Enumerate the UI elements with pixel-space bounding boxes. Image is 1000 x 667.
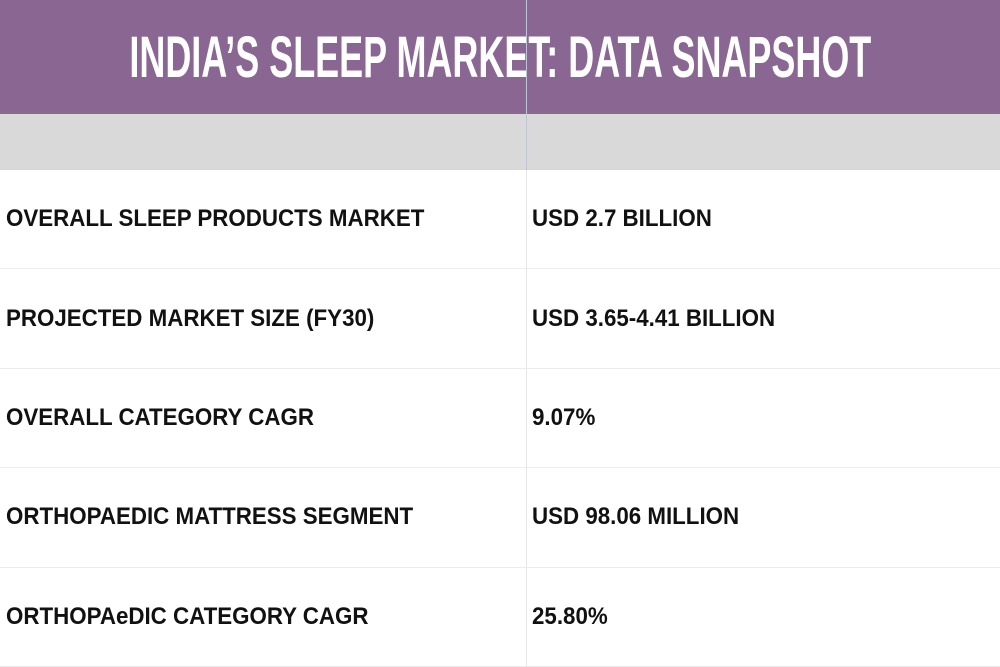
row-value: USD 3.65-4.41 BILLION: [532, 304, 776, 332]
row-value: USD 2.7 BILLION: [532, 205, 712, 233]
table-row: OVERALL SLEEP PRODUCTS MARKET USD 2.7 BI…: [0, 170, 1000, 270]
table-row: ORTHOPAEDIC MATTRESS SEGMENT USD 98.06 M…: [0, 468, 1000, 568]
guide-line: [526, 0, 527, 170]
row-label: PROJECTED MARKET SIZE (FY30): [6, 304, 375, 332]
row-label: ORTHOPAeDIC CATEGORY CAGR: [6, 602, 369, 630]
row-value: 9.07%: [532, 403, 596, 431]
data-table: OVERALL SLEEP PRODUCTS MARKET USD 2.7 BI…: [0, 170, 1000, 667]
table-row: OVERALL CATEGORY CAGR 9.07%: [0, 369, 1000, 469]
table-row: PROJECTED MARKET SIZE (FY30) USD 3.65-4.…: [0, 269, 1000, 369]
row-label: OVERALL CATEGORY CAGR: [6, 403, 314, 431]
header-band: [0, 114, 1000, 170]
row-label: ORTHOPAEDIC MATTRESS SEGMENT: [6, 503, 414, 531]
row-label: OVERALL SLEEP PRODUCTS MARKET: [6, 205, 425, 233]
row-value: USD 98.06 MILLION: [532, 503, 740, 531]
column-divider: [526, 0, 527, 667]
table-row: ORTHOPAeDIC CATEGORY CAGR 25.80%: [0, 568, 1000, 667]
row-value: 25.80%: [532, 602, 608, 630]
title-banner: INDIA’S SLEEP MARKET: DATA SNAPSHOT: [0, 0, 1000, 114]
page-title: INDIA’S SLEEP MARKET: DATA SNAPSHOT: [129, 24, 871, 90]
